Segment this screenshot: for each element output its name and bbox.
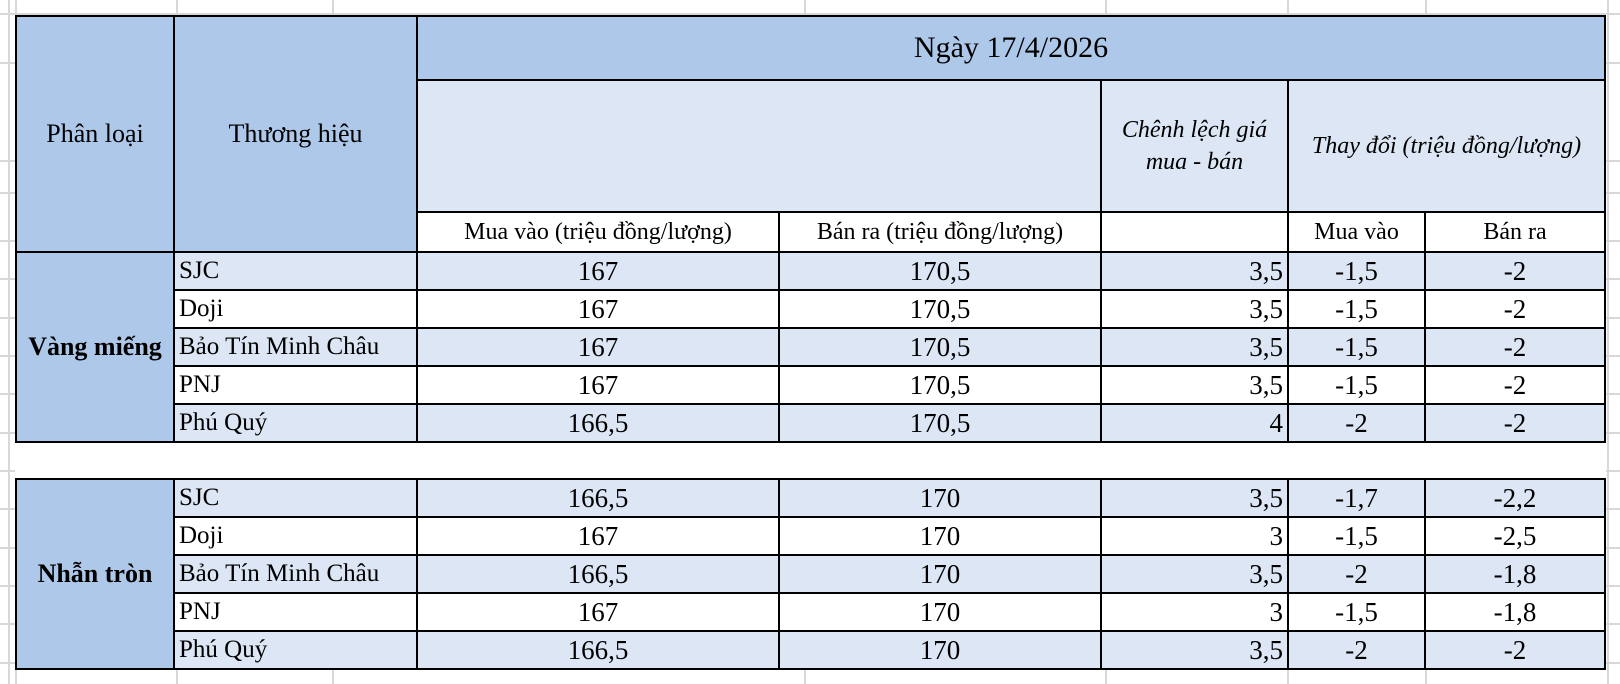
- cell-buy-price[interactable]: 167: [416, 289, 780, 329]
- cell-change-sell[interactable]: -2: [1424, 365, 1606, 405]
- cell-sell-price[interactable]: 170: [778, 592, 1102, 632]
- cell-change-buy[interactable]: -2: [1287, 403, 1426, 443]
- cell-sell-price[interactable]: 170,5: [778, 365, 1102, 405]
- cell-sell-price[interactable]: 170,5: [778, 251, 1102, 291]
- cell-change-buy[interactable]: -2: [1287, 554, 1426, 594]
- spacer-cell: [16, 441, 1605, 480]
- cell-brand[interactable]: Doji: [173, 289, 418, 329]
- cell-change-sell[interactable]: -1,8: [1424, 592, 1606, 632]
- cell-buy-price[interactable]: 167: [416, 516, 780, 556]
- header-sell-full[interactable]: Bán ra (triệu đồng/lượng): [778, 211, 1102, 253]
- cell-brand[interactable]: Phú Quý: [173, 403, 418, 443]
- cell-buy-price[interactable]: 166,5: [416, 478, 780, 518]
- table-row: Bảo Tín Minh Châu 167 170,5 3,5 -1,5 -2: [16, 327, 1606, 367]
- cell-brand[interactable]: SJC: [173, 478, 418, 518]
- cell-change-sell[interactable]: -2: [1424, 630, 1606, 670]
- cell-change-sell[interactable]: -2: [1424, 403, 1606, 443]
- cell-buy-price[interactable]: 167: [416, 251, 780, 291]
- cell-brand[interactable]: SJC: [173, 251, 418, 291]
- header-change-group[interactable]: Thay đổi (triệu đồng/lượng): [1287, 79, 1606, 213]
- cell-sell-price[interactable]: 170: [778, 478, 1102, 518]
- cell-change-buy[interactable]: -1,5: [1287, 365, 1426, 405]
- cell-spread[interactable]: 3,5: [1100, 251, 1289, 291]
- cell-buy-price[interactable]: 166,5: [416, 403, 780, 443]
- cell-spread[interactable]: 3,5: [1100, 289, 1289, 329]
- table-row: Doji 167 170 3 -1,5 -2,5: [16, 516, 1606, 556]
- cell-change-buy[interactable]: -1,7: [1287, 478, 1426, 518]
- cell-brand[interactable]: PNJ: [173, 365, 418, 405]
- grid-line: [1607, 0, 1609, 684]
- grid-line: [8, 0, 10, 684]
- cell-change-buy[interactable]: -1,5: [1287, 289, 1426, 329]
- header-spread[interactable]: Chênh lệch giá mua - bán: [1100, 79, 1289, 213]
- cell-sell-price[interactable]: 170: [778, 516, 1102, 556]
- cell-change-buy[interactable]: -2: [1287, 630, 1426, 670]
- cell-buy-price[interactable]: 167: [416, 592, 780, 632]
- cell-brand[interactable]: Phú Quý: [173, 630, 418, 670]
- spacer-row: [16, 441, 1605, 480]
- cell-buy-price[interactable]: 166,5: [416, 630, 780, 670]
- cell-change-buy[interactable]: -1,5: [1287, 592, 1426, 632]
- cell-change-sell[interactable]: -1,8: [1424, 554, 1606, 594]
- cell-change-sell[interactable]: -2,5: [1424, 516, 1606, 556]
- cell-brand[interactable]: Doji: [173, 516, 418, 556]
- grid-line: [0, 13, 1620, 15]
- cell-spread[interactable]: 3: [1100, 516, 1289, 556]
- cell-category[interactable]: Vàng miếng: [15, 251, 175, 443]
- cell-spread[interactable]: 3: [1100, 592, 1289, 632]
- table-row: Nhẫn tròn SJC 166,5 170 3,5 -1,7 -2,2: [15, 478, 1606, 670]
- table-row: Phú Quý 166,5 170 3,5 -2 -2: [16, 630, 1606, 670]
- cell-change-buy[interactable]: -1,5: [1287, 327, 1426, 367]
- cell-brand[interactable]: Bảo Tín Minh Châu: [173, 327, 418, 367]
- header-change-buy[interactable]: Mua vào: [1287, 211, 1426, 253]
- cell-brand[interactable]: Bảo Tín Minh Châu: [173, 554, 418, 594]
- cell-change-sell[interactable]: -2: [1424, 251, 1606, 291]
- cell-buy-price[interactable]: 167: [416, 327, 780, 367]
- cell-spread[interactable]: 4: [1100, 403, 1289, 443]
- header-brand[interactable]: Thương hiệu: [173, 15, 418, 253]
- cell-sell-price[interactable]: 170,5: [778, 327, 1102, 367]
- table-row: PNJ 167 170,5 3,5 -1,5 -2: [16, 365, 1606, 405]
- cell-change-buy[interactable]: -1,5: [1287, 251, 1426, 291]
- table-row: Bảo Tín Minh Châu 166,5 170 3,5 -2 -1,8: [16, 554, 1606, 594]
- cell-spread[interactable]: 3,5: [1100, 478, 1289, 518]
- cell-spread[interactable]: 3,5: [1100, 630, 1289, 670]
- cell-change-sell[interactable]: -2,2: [1424, 478, 1606, 518]
- cell-sell-price[interactable]: 170: [778, 554, 1102, 594]
- gold-price-table: Phân loại Thương hiệu Ngày 17/4/2026 Chê…: [15, 15, 1606, 670]
- cell-change-buy[interactable]: -1,5: [1287, 516, 1426, 556]
- cell-sell-price[interactable]: 170,5: [778, 289, 1102, 329]
- header-category[interactable]: Phân loại: [15, 15, 175, 253]
- cell-spread[interactable]: 3,5: [1100, 327, 1289, 367]
- cell-spread[interactable]: 3,5: [1100, 554, 1289, 594]
- cell-change-sell[interactable]: -2: [1424, 289, 1606, 329]
- spread-empty-cell[interactable]: [1100, 211, 1289, 253]
- cell-category[interactable]: Nhẫn tròn: [15, 478, 175, 670]
- cell-sell-price[interactable]: 170: [778, 630, 1102, 670]
- table-row: Vàng miếng SJC 167 170,5 3,5 -1,5 -2: [15, 251, 1606, 443]
- header-buy-full[interactable]: Mua vào (triệu đồng/lượng): [416, 211, 780, 253]
- table-row: PNJ 167 170 3 -1,5 -1,8: [16, 592, 1606, 632]
- table-row: Phú Quý 166,5 170,5 4 -2 -2: [16, 403, 1606, 443]
- cell-change-sell[interactable]: -2: [1424, 327, 1606, 367]
- cell-brand[interactable]: PNJ: [173, 592, 418, 632]
- header-change-sell[interactable]: Bán ra: [1424, 211, 1606, 253]
- cell-sell-price[interactable]: 170,5: [778, 403, 1102, 443]
- cell-spread[interactable]: 3,5: [1100, 365, 1289, 405]
- table-row: Doji 167 170,5 3,5 -1,5 -2: [16, 289, 1606, 329]
- header-empty-cell[interactable]: [416, 79, 1102, 213]
- cell-buy-price[interactable]: 166,5: [416, 554, 780, 594]
- cell-buy-price[interactable]: 167: [416, 365, 780, 405]
- header-date-title[interactable]: Ngày 17/4/2026: [416, 15, 1606, 81]
